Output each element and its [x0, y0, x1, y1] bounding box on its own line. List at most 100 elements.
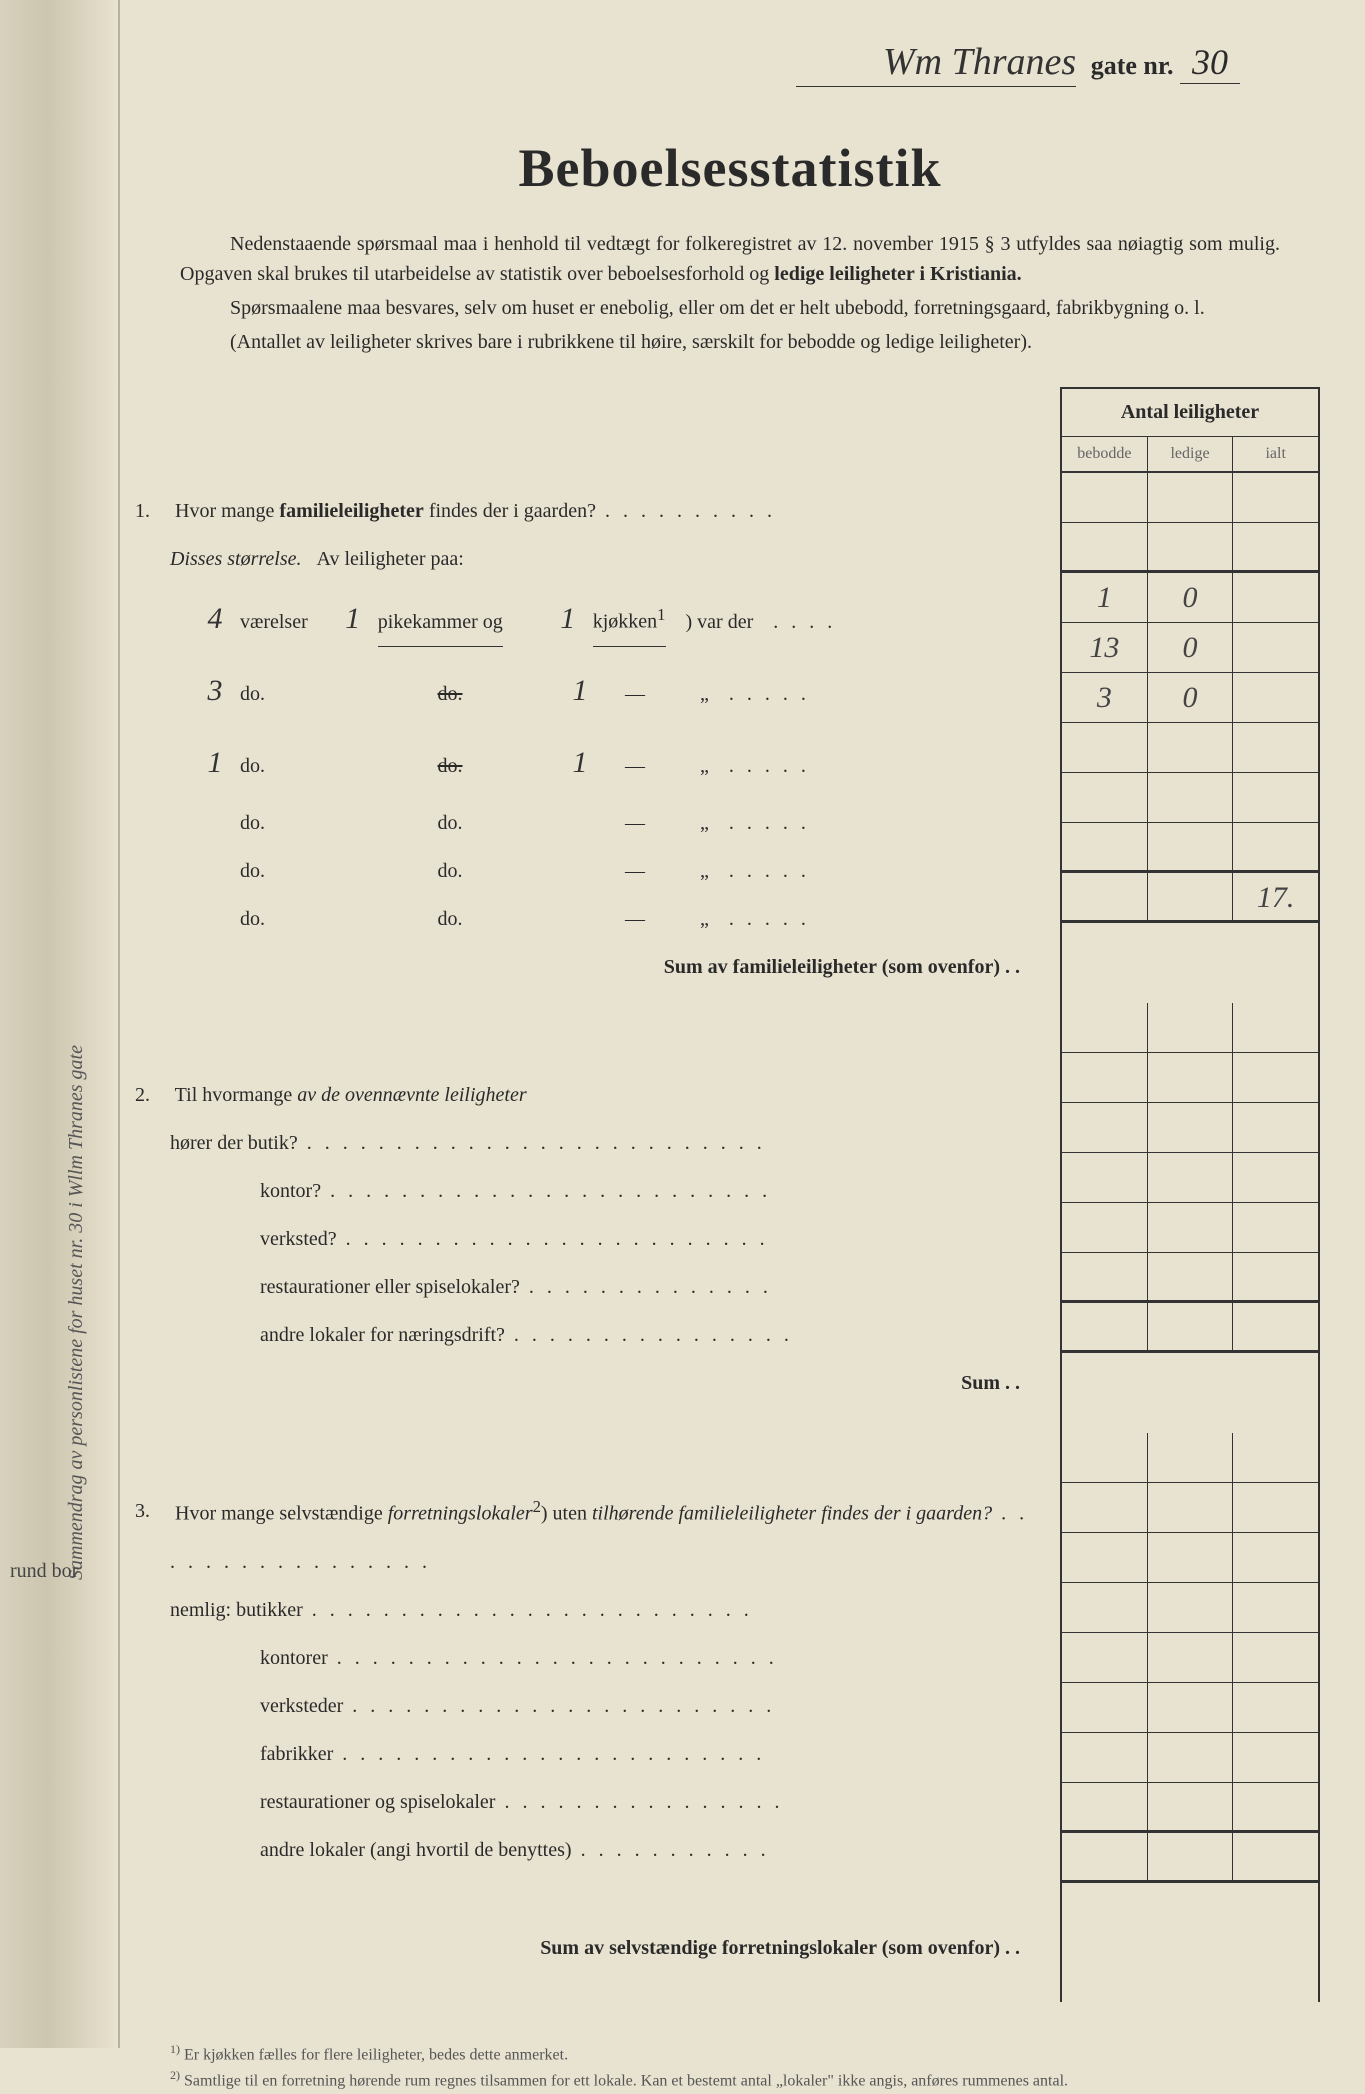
s2-vaer: 3: [190, 655, 240, 727]
s5-do2: do.: [385, 847, 515, 895]
q3-text2: ) uten: [541, 1503, 592, 1525]
q2-main-text: 2. Til hvormange av de ovennævnte leilig…: [170, 1071, 1040, 1119]
r2c2: 0: [1148, 623, 1234, 672]
col-ialt: ialt: [1233, 437, 1318, 471]
table-row-q3-3: [1062, 1583, 1318, 1633]
col-bebodde: bebodde: [1062, 437, 1148, 471]
intro-paragraph-2: Spørsmaalene maa besvares, selv om huset…: [180, 293, 1280, 323]
table-row-q3-2: [1062, 1533, 1318, 1583]
q2-dots2: . . . . . . . . . . . . . . . . . . . . …: [321, 1180, 771, 1202]
table-row-q2-sum: [1062, 1303, 1318, 1353]
q2-dots3: . . . . . . . . . . . . . . . . . . . . …: [337, 1228, 769, 1250]
q3-butikker: nemlig: butikker: [170, 1599, 303, 1621]
q3-verksteder: verksteder: [260, 1695, 343, 1717]
table-row-q3-1: [1062, 1483, 1318, 1533]
q2-dots1: . . . . . . . . . . . . . . . . . . . . …: [298, 1132, 766, 1154]
q3-andre: andre lokaler (angi hvortil de benyttes): [260, 1839, 572, 1861]
q3-line3: verksteder . . . . . . . . . . . . . . .…: [170, 1682, 1040, 1730]
q3-dots2: . . . . . . . . . . . . . . . . . . . . …: [328, 1647, 778, 1669]
q3-dots1: . . . . . . . . . . . . . . . . . . . . …: [303, 1599, 753, 1621]
q3-kontorer: kontorer: [260, 1647, 328, 1669]
r2c3: [1233, 623, 1318, 672]
table-row-q2-5: [1062, 1203, 1318, 1253]
q3-dots4: . . . . . . . . . . . . . . . . . . . . …: [333, 1743, 765, 1765]
table-row-q3-5: [1062, 1683, 1318, 1733]
table-header: Antal leiligheter: [1062, 389, 1318, 437]
r1c2: 0: [1148, 573, 1234, 622]
table-subheader: bebodde ledige ialt: [1062, 437, 1318, 473]
binding-edge: [0, 0, 120, 2048]
table-row-s1: 1 0: [1062, 573, 1318, 623]
q3-fabrikker: fabrikker: [260, 1743, 333, 1765]
page-title: Beboelsesstatistik: [140, 137, 1320, 199]
r2c1: 13: [1062, 623, 1148, 672]
q3-sum-text2: (som ovenfor): [877, 1937, 1000, 1959]
s5-quote: „: [700, 847, 709, 895]
q2-line1: hører der butik? . . . . . . . . . . . .…: [170, 1119, 1040, 1167]
q1-number: 1.: [135, 487, 170, 535]
q2-line3: verksted? . . . . . . . . . . . . . . . …: [170, 1215, 1040, 1263]
s4-do1: do.: [240, 799, 315, 847]
q2-verksted: verksted?: [260, 1228, 337, 1250]
s1-pike: 1: [328, 583, 378, 655]
q2-text1: Til hvormange: [175, 1084, 298, 1106]
q1-text-bold: familieleiligheter: [279, 500, 423, 522]
q3-sup: 2: [533, 1497, 541, 1516]
s2-quote: „: [700, 670, 709, 718]
q2-restaur: restaurationer eller spiselokaler?: [260, 1276, 520, 1298]
s5-dots: . . . . .: [729, 847, 810, 895]
q3-dots5: . . . . . . . . . . . . . . . .: [495, 1791, 783, 1813]
s6-dots: . . . . .: [729, 895, 810, 943]
table-row-s2: 13 0: [1062, 623, 1318, 673]
s4-do2: do.: [385, 799, 515, 847]
table-row-q3-sum: [1062, 1833, 1318, 1883]
q3-text1: Hvor mange selvstændige: [175, 1503, 388, 1525]
s1-dots: . . . .: [773, 598, 836, 646]
s1-kjok: 1: [543, 583, 593, 655]
q1-text-2: findes der i gaarden?: [424, 500, 596, 522]
footnote-1: 1) Er kjøkken fælles for flere leilighet…: [170, 2042, 1320, 2064]
q3-number: 3.: [135, 1487, 170, 1535]
q3-nemlig: nemlig: butikker . . . . . . . . . . . .…: [170, 1586, 1040, 1634]
street-name-handwritten: Wm Thranes: [796, 40, 1076, 87]
q2-dots4: . . . . . . . . . . . . . .: [520, 1276, 772, 1298]
q2-line4: restaurationer eller spiselokaler? . . .…: [170, 1263, 1040, 1311]
intro-p3-text: (Antallet av leiligheter skrives bare i …: [230, 331, 1032, 353]
q1-main-text: 1. Hvor mange familieleiligheter findes …: [170, 487, 1040, 535]
document-page: Wm Thranes gate nr. 30 Beboelsesstatisti…: [140, 40, 1320, 2094]
s4-dash: —: [605, 799, 665, 847]
q3-dots6: . . . . . . . . . . .: [572, 1839, 770, 1861]
f2-text: Samtlige til en forretning hørende rum r…: [184, 2072, 1068, 2089]
q3-sum-text1: Sum av: [540, 1937, 609, 1959]
table-row-q2-6: [1062, 1253, 1318, 1303]
table-row-s4: [1062, 723, 1318, 773]
r1c3: [1233, 573, 1318, 622]
table-row-q2-1: [1062, 1003, 1318, 1053]
intro-paragraph-3: (Antallet av leiligheter skrives bare i …: [180, 327, 1280, 357]
q3-italic2: tilhørende familieleiligheter findes der…: [592, 1503, 992, 1525]
content-area: 1. Hvor mange familieleiligheter findes …: [140, 387, 1320, 2002]
sum1c3: 17.: [1233, 873, 1318, 920]
q2-sum-label: Sum: [961, 1372, 1000, 1394]
s2-dots: . . . . .: [729, 670, 810, 718]
f2-marker: 2): [170, 2068, 180, 2082]
s3-kjok: 1: [555, 727, 605, 799]
s4-dots: . . . . .: [729, 799, 810, 847]
size-row-6: do. do. — „ . . . . .: [170, 895, 1040, 943]
q2-andre: andre lokaler for næringsdrift?: [260, 1324, 505, 1346]
s3-dots: . . . . .: [729, 742, 810, 790]
sum1c2: [1148, 873, 1234, 920]
q2-sum: Sum . .: [170, 1359, 1040, 1407]
intro-text: Nedenstaaende spørsmaal maa i henhold ti…: [180, 229, 1280, 357]
r3c1: 3: [1062, 673, 1148, 722]
q1-disses-label: Disses størrelse.: [170, 548, 301, 570]
footnotes: 1) Er kjøkken fælles for flere leilighet…: [140, 2042, 1320, 2091]
q3-dots3: . . . . . . . . . . . . . . . . . . . . …: [343, 1695, 775, 1717]
s2-do1: do.: [240, 670, 315, 718]
side-margin-text: Sammendrag av personlistene for huset nr…: [65, 180, 88, 1580]
q1-sum-line: Sum av familieleiligheter (som ovenfor) …: [170, 943, 1040, 991]
col-ledige: ledige: [1148, 437, 1234, 471]
q3-line5: restaurationer og spiselokaler . . . . .…: [170, 1778, 1040, 1826]
q1-dots: . . . . . . . . . .: [596, 500, 776, 522]
street-number-handwritten: 30: [1180, 41, 1240, 84]
